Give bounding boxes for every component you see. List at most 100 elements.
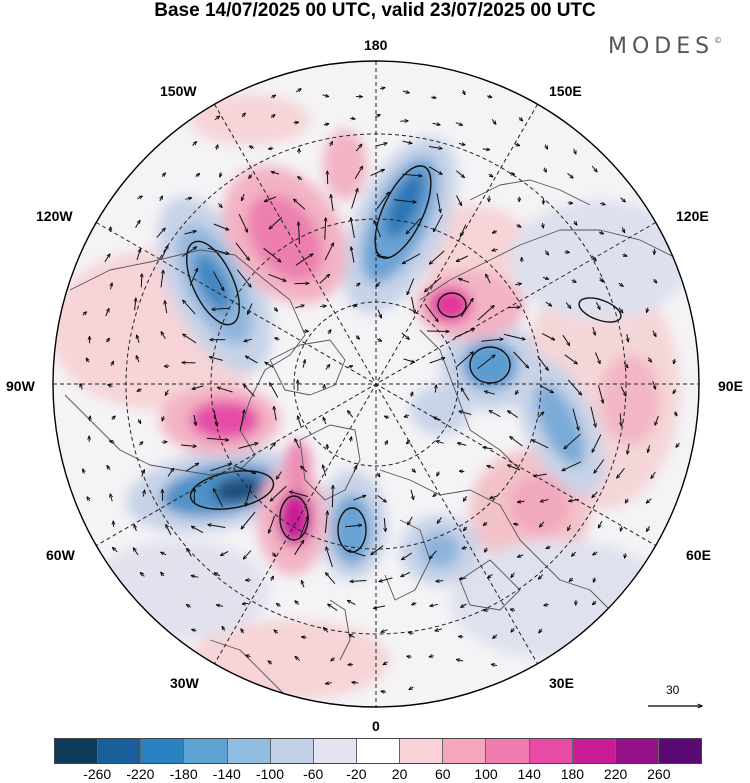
wind-vector — [436, 581, 444, 582]
wind-vector — [161, 552, 167, 555]
wind-vector — [156, 228, 165, 238]
wind-vector — [487, 466, 495, 469]
coastline — [419, 329, 521, 471]
anomaly-region — [600, 355, 660, 445]
wind-vector — [571, 280, 577, 282]
wind-vector — [269, 216, 283, 229]
wind-vector — [349, 634, 355, 638]
wind-vector — [463, 496, 468, 501]
wind-vector — [598, 232, 604, 234]
wind-vector — [430, 604, 438, 606]
wind-vector — [271, 172, 280, 175]
anomaly-region — [323, 130, 367, 200]
wind-vector — [160, 246, 168, 260]
wind-vector — [324, 243, 334, 261]
wind-vector — [216, 605, 224, 607]
wind-vector — [235, 242, 249, 260]
coastline — [64, 249, 306, 476]
wind-vector — [377, 309, 382, 318]
wind-vector — [326, 573, 336, 585]
wind-vector — [143, 490, 144, 497]
wind-vector — [401, 332, 410, 340]
wind-vector — [456, 352, 473, 367]
wind-vector — [436, 441, 444, 443]
wind-vector — [568, 524, 571, 531]
wind-vector — [165, 301, 168, 314]
wind-vector — [80, 384, 82, 390]
wind-vector — [384, 518, 385, 532]
wind-vector — [567, 379, 581, 395]
wind-vector — [330, 141, 333, 147]
anomaly-region — [386, 172, 424, 238]
wind-vector — [437, 517, 442, 523]
wind-vector — [189, 268, 197, 286]
wind-vector — [514, 524, 519, 525]
wind-vector — [332, 485, 333, 508]
wind-vector — [429, 656, 435, 657]
wind-vector — [377, 495, 387, 503]
wind-vector — [160, 196, 163, 202]
wind-vector — [538, 574, 544, 579]
wind-vector — [355, 335, 360, 340]
wind-vector — [236, 269, 251, 287]
anomaly-shading — [53, 95, 690, 700]
wind-vector — [430, 550, 437, 559]
wind-vector — [110, 441, 115, 442]
wind-vector — [403, 358, 415, 363]
wind-vector — [375, 115, 380, 117]
wind-vector — [598, 520, 603, 528]
wind-vector — [301, 581, 305, 588]
wind-vector — [508, 411, 518, 418]
wind-vector — [455, 122, 463, 126]
coastline — [419, 229, 681, 301]
contour-line — [437, 292, 467, 318]
lon-label-180: 180 — [364, 37, 388, 53]
wind-vector — [323, 124, 329, 125]
wind-vector — [406, 440, 411, 443]
wind-vector — [562, 334, 570, 345]
wind-vector — [486, 274, 491, 284]
wind-vector — [408, 516, 413, 525]
wind-vector — [208, 525, 226, 528]
wind-vector — [274, 307, 277, 312]
brand-name: MODES — [608, 34, 715, 59]
wind-vector — [326, 547, 333, 568]
wind-vector — [294, 199, 306, 210]
wind-vector — [245, 484, 252, 506]
colorbar-tick-label: -180 — [169, 766, 198, 782]
wind-vector — [574, 148, 576, 154]
wind-vector — [623, 362, 628, 368]
wind-vector — [456, 255, 469, 262]
colorbar-segment — [184, 739, 228, 763]
wind-vector — [299, 516, 308, 537]
colorbar-segment — [270, 739, 314, 763]
wind-vector — [428, 146, 442, 149]
wind-vector — [136, 356, 140, 363]
wind-vector — [166, 525, 172, 536]
wind-vector — [324, 511, 327, 534]
meridian — [96, 222, 656, 546]
wind-vector — [617, 467, 625, 478]
wind-vector — [377, 256, 390, 259]
wind-vector — [402, 91, 409, 93]
wind-vector — [331, 658, 335, 661]
wind-vector — [133, 548, 139, 556]
wind-vector — [328, 604, 338, 611]
wind-vector — [620, 386, 626, 397]
wind-vector — [599, 277, 603, 282]
wind-vector — [595, 352, 601, 364]
wind-vector — [165, 389, 169, 396]
wind-vector — [539, 628, 542, 633]
coastlines — [64, 179, 681, 707]
wind-vector — [409, 632, 414, 633]
wind-vector — [326, 683, 332, 684]
wind-vector — [218, 202, 222, 207]
wind-vector — [406, 217, 422, 234]
wind-vector — [432, 123, 441, 125]
wind-vector — [212, 271, 224, 290]
wind-vector — [487, 96, 492, 98]
wind-vector — [293, 122, 299, 123]
lon-label-60e: 60E — [686, 547, 711, 563]
wind-vector — [481, 339, 503, 342]
wind-vector — [484, 610, 489, 611]
